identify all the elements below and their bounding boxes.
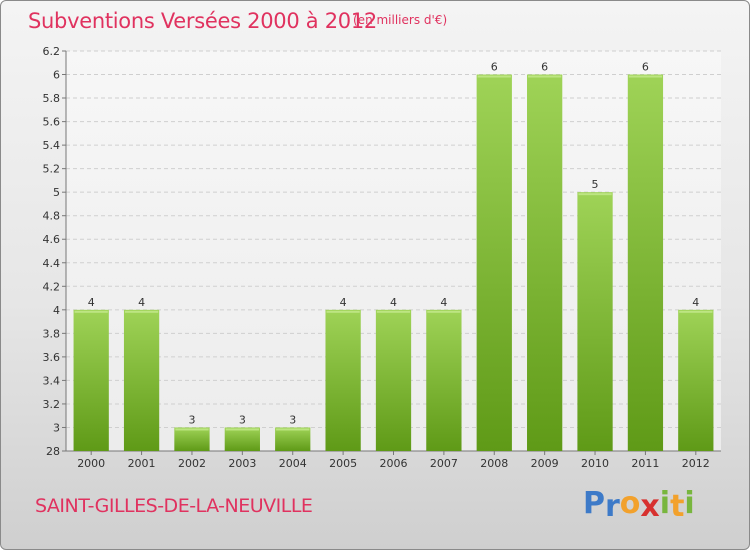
bar-highlight	[124, 310, 159, 313]
y-tick-label: 5.4	[43, 139, 61, 152]
bar	[476, 74, 512, 451]
x-tick-label: 2010	[581, 457, 609, 470]
y-tick-label: 3.6	[43, 351, 61, 364]
y-tick-label: 5.6	[43, 116, 61, 129]
bar	[325, 309, 361, 451]
x-tick-label: 2012	[682, 457, 710, 470]
logo-letter: t	[670, 489, 685, 524]
data-label: 4	[138, 296, 145, 309]
bar	[174, 427, 210, 451]
bar	[275, 427, 311, 451]
x-tick-label: 2000	[77, 457, 105, 470]
x-tick-label: 2008	[480, 457, 508, 470]
bar-highlight	[578, 193, 612, 196]
bar	[123, 309, 160, 451]
y-tick-label: 3.8	[43, 327, 61, 340]
bar	[426, 309, 462, 451]
y-tick-label: 5.8	[43, 92, 61, 105]
x-tick-label: 2006	[380, 457, 408, 470]
bar-highlight	[326, 310, 360, 313]
y-tick-label: 4.4	[43, 257, 61, 270]
bar-highlight	[679, 310, 713, 313]
y-tick-label: 6	[53, 69, 60, 82]
commune-name: SAINT-GILLES-DE-LA-NEUVILLE	[35, 495, 313, 517]
bar-highlight	[276, 428, 310, 431]
data-label: 5	[592, 178, 599, 191]
data-label: 3	[289, 413, 296, 426]
logo-letter: x	[640, 489, 660, 524]
x-tick-label: 2004	[279, 457, 307, 470]
y-tick-label: 28	[46, 445, 60, 458]
x-tick-label: 2009	[531, 457, 559, 470]
data-label: 3	[239, 413, 246, 426]
bar-highlight	[74, 310, 108, 313]
data-label: 4	[692, 296, 699, 309]
y-tick-label: 5	[53, 186, 60, 199]
data-label: 6	[541, 61, 548, 74]
y-tick-label: 6.2	[43, 45, 61, 58]
bar-highlight	[628, 75, 663, 78]
bar	[73, 309, 109, 451]
data-label: 4	[340, 296, 347, 309]
bar	[527, 74, 563, 451]
bar-highlight	[427, 310, 461, 313]
bar	[375, 309, 412, 451]
x-tick-label: 2007	[430, 457, 458, 470]
x-tick-label: 2002	[178, 457, 206, 470]
bar	[577, 192, 613, 452]
logo-letter: P	[583, 486, 605, 521]
data-label: 3	[188, 413, 195, 426]
data-label: 6	[642, 61, 649, 74]
data-label: 4	[88, 296, 95, 309]
y-tick-label: 4.6	[43, 233, 61, 246]
x-tick-label: 2001	[128, 457, 156, 470]
bar-highlight	[528, 75, 562, 78]
y-tick-label: 3	[53, 421, 60, 434]
bar-highlight	[477, 75, 511, 78]
bar-highlight	[175, 428, 209, 431]
y-tick-label: 3.2	[43, 398, 61, 411]
y-tick-label: 5.2	[43, 163, 61, 176]
logo-letter: r	[605, 489, 620, 524]
chart-subtitle: (en milliers d'€)	[353, 13, 448, 27]
x-tick-label: 2011	[631, 457, 659, 470]
logo-letter: i	[684, 486, 695, 521]
bar-highlight	[376, 310, 411, 313]
y-tick-label: 4.8	[43, 210, 61, 223]
y-tick-label: 3.4	[43, 374, 61, 387]
data-label: 6	[491, 61, 498, 74]
x-tick-label: 2003	[228, 457, 256, 470]
proxiti-logo: Proxiti	[583, 486, 695, 524]
data-label: 4	[390, 296, 397, 309]
bar	[224, 427, 260, 451]
chart-title: Subventions Versées 2000 à 2012	[28, 9, 377, 33]
logo-letter: i	[659, 486, 671, 521]
bar-highlight	[225, 428, 259, 431]
x-tick-label: 2005	[329, 457, 357, 470]
bar	[678, 309, 714, 451]
logo-letter: o	[619, 486, 641, 521]
bar	[627, 74, 664, 451]
data-label: 4	[440, 296, 447, 309]
y-tick-label: 4.2	[43, 280, 61, 293]
y-tick-label: 4	[53, 304, 60, 317]
